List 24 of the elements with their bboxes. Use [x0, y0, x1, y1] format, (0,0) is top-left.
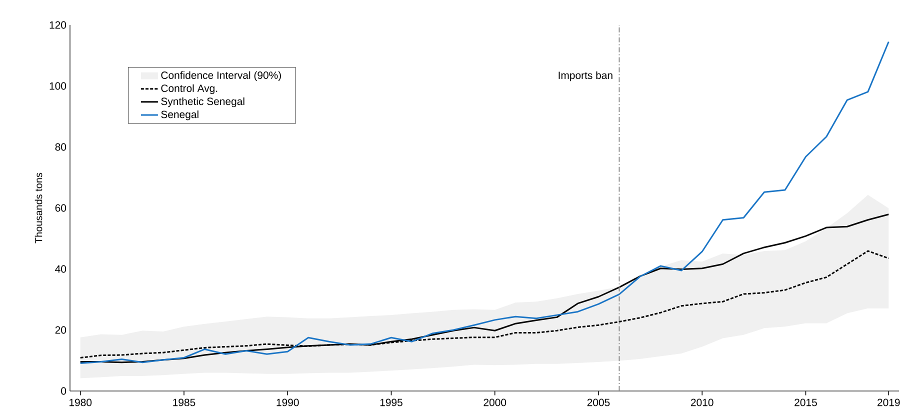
- x-tick-label: 1985: [173, 398, 196, 406]
- y-tick-label: 60: [55, 204, 66, 212]
- x-tick-label: 2019: [878, 398, 900, 406]
- legend-label: Senegal: [161, 110, 198, 120]
- y-axis-title: Thousands tons: [34, 172, 42, 244]
- x-tick-label: 1990: [276, 398, 299, 406]
- line-series: [80, 41, 890, 364]
- x-tick-label: 1980: [70, 398, 92, 406]
- line-series: [80, 214, 890, 364]
- y-tick-label: 40: [55, 265, 66, 273]
- y-tick-label: 100: [50, 82, 66, 90]
- x-tick-label: 2000: [484, 398, 506, 406]
- y-tick-label: 0: [61, 387, 66, 395]
- x-tick-label: 2005: [587, 398, 610, 406]
- y-tick-label: 20: [55, 326, 66, 334]
- x-tick-label: 2010: [691, 398, 714, 406]
- legend-label: Synthetic Senegal: [161, 97, 244, 108]
- y-tick-label: 120: [50, 21, 66, 29]
- y-tick-label: 80: [55, 143, 66, 151]
- legend-label: Control Avg.: [161, 84, 218, 94]
- legend-label: Confidence Interval (90%): [161, 71, 281, 82]
- x-tick-label: 1995: [380, 398, 402, 406]
- x-tick-label: 2015: [794, 398, 817, 406]
- ref-line-label: Imports ban: [558, 71, 612, 82]
